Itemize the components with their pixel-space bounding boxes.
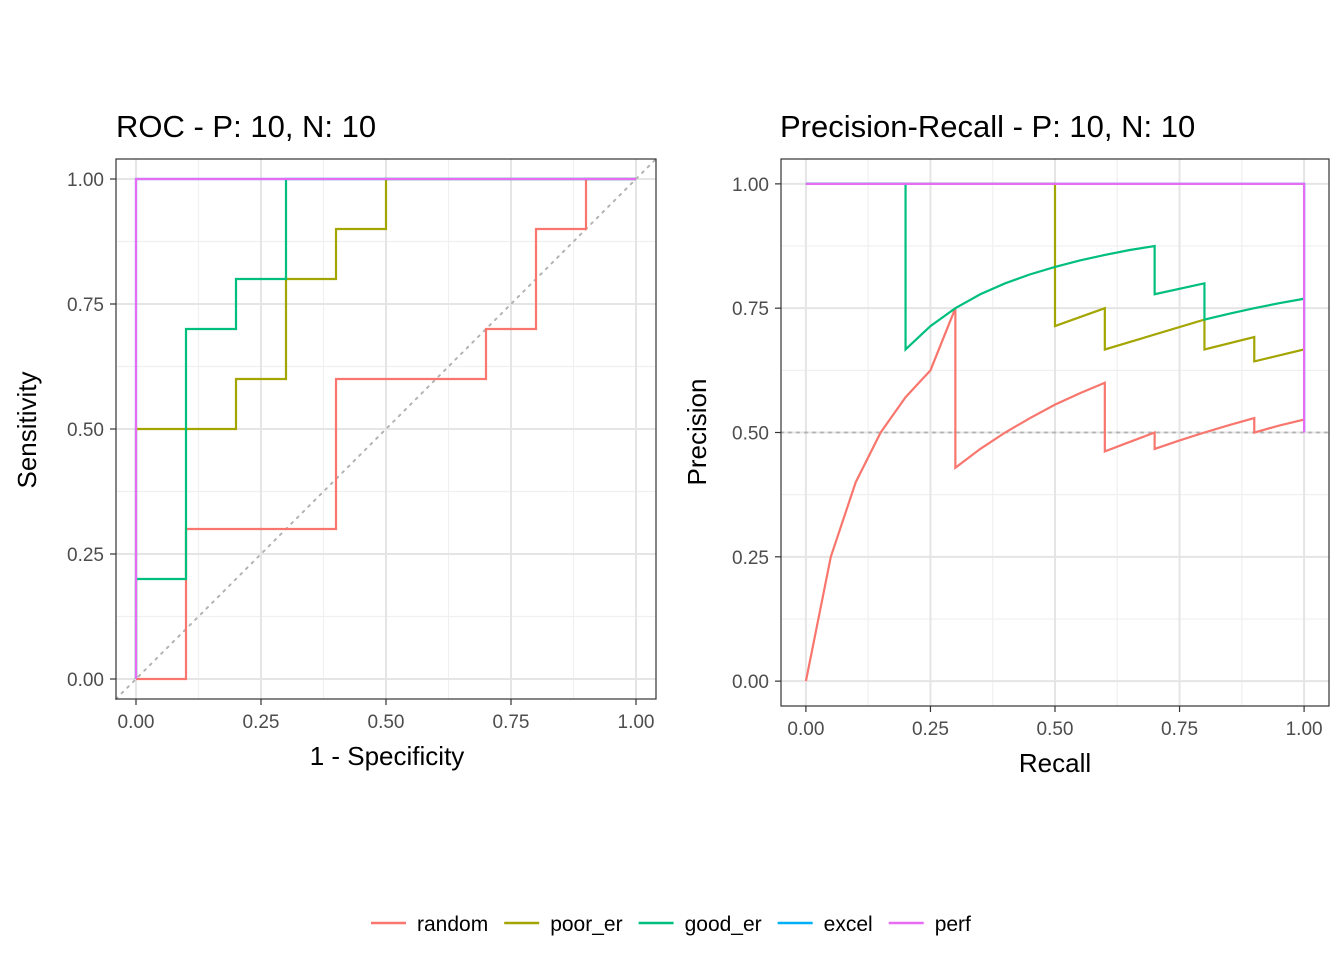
y-tick-label: 0.25: [67, 545, 104, 566]
x-tick-label: 0.50: [1037, 719, 1074, 740]
roc-series-lines: [134, 177, 636, 681]
legend-item-random: random: [371, 913, 488, 936]
pr-y-ticks: 0.00 0.25 0.50 0.75 1.00: [732, 175, 781, 693]
legend-label-excel: excel: [824, 913, 873, 936]
legend-label-good_er: good_er: [685, 913, 762, 936]
legend-item-good_er: good_er: [638, 913, 762, 936]
pr-x-ticks: 0.00 0.25 0.50 0.75 1.00: [787, 706, 1323, 740]
series-line-good_er: [134, 177, 636, 679]
y-tick-label: 0.75: [67, 295, 104, 316]
x-tick-label: 1.00: [618, 712, 655, 733]
roc-reference-line: [115, 158, 657, 700]
series-line-perf: [805, 182, 1306, 433]
legend-item-poor_er: poor_er: [504, 913, 623, 936]
y-tick-label: 0.50: [732, 424, 769, 445]
x-tick-label: 1.00: [1286, 719, 1323, 740]
pr-series-lines: [804, 182, 1306, 682]
legend-label-perf: perf: [935, 913, 971, 936]
x-tick-label: 0.00: [118, 712, 155, 733]
x-tick-label: 0.25: [243, 712, 280, 733]
roc-panel: ROC - P: 10, N: 10 1 - Specificity Sensi…: [12, 109, 657, 771]
legend-item-perf: perf: [888, 913, 971, 936]
x-tick-label: 0.25: [912, 719, 949, 740]
x-tick-label: 0.50: [368, 712, 405, 733]
x-tick-label: 0.00: [787, 719, 824, 740]
roc-y-axis-title: Sensitivity: [12, 371, 42, 488]
pr-panel: Precision-Recall - P: 10, N: 10 Recall P…: [682, 109, 1330, 778]
y-tick-label: 0.25: [732, 548, 769, 569]
diagonal-reference-line: [115, 158, 657, 700]
roc-x-ticks: 0.00 0.25 0.50 0.75 1.00: [118, 699, 655, 733]
x-tick-label: 0.75: [493, 712, 530, 733]
y-tick-label: 0.50: [67, 420, 104, 441]
series-line-poor_er: [805, 182, 1305, 363]
y-tick-label: 0.00: [67, 670, 104, 691]
y-tick-label: 1.00: [67, 170, 104, 191]
legend-item-excel: excel: [777, 913, 873, 936]
pr-title: Precision-Recall - P: 10, N: 10: [780, 109, 1195, 144]
series-line-perf: [134, 177, 636, 679]
y-tick-label: 0.75: [732, 299, 769, 320]
x-tick-label: 0.75: [1161, 719, 1198, 740]
legend-label-poor_er: poor_er: [550, 913, 622, 936]
legend: random poor_er good_er excel perf: [371, 913, 971, 936]
y-tick-label: 1.00: [732, 175, 769, 196]
roc-title: ROC - P: 10, N: 10: [116, 109, 376, 144]
series-line-good_er: [805, 182, 1305, 353]
roc-y-ticks: 0.00 0.25 0.50 0.75 1.00: [67, 170, 116, 691]
y-tick-label: 0.00: [732, 672, 769, 693]
pr-y-axis-title: Precision: [682, 379, 712, 486]
roc-x-axis-title: 1 - Specificity: [310, 741, 465, 771]
pr-x-axis-title: Recall: [1019, 748, 1091, 778]
series-line-random: [804, 307, 1305, 682]
legend-label-random: random: [417, 913, 488, 936]
